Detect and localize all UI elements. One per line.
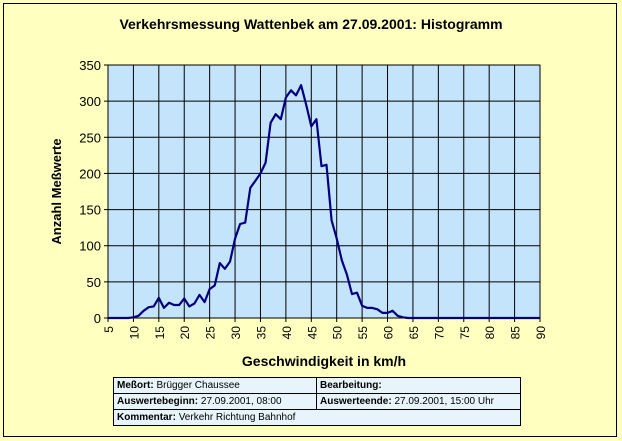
series-group <box>108 84 540 320</box>
plot-area <box>107 64 541 319</box>
bearbeitung-cell: Bearbeitung: <box>316 377 521 394</box>
y-tick-label: 100 <box>79 239 101 254</box>
x-tick-label: 25 <box>204 326 218 340</box>
x-tick-label: 70 <box>432 326 446 340</box>
y-tick-label: 50 <box>87 275 101 290</box>
series-line <box>108 84 540 320</box>
y-tick-label: 200 <box>79 166 101 181</box>
bearbeitung-label: Bearbeitung: <box>320 380 382 391</box>
x-tick-label: 45 <box>305 326 319 340</box>
ende-label: Auswerteende: <box>320 396 392 407</box>
info-row: Auswertebeginn: 27.09.2001, 08:00 Auswer… <box>113 393 521 410</box>
x-tick-label: 85 <box>509 326 523 340</box>
y-tick-label: 150 <box>79 203 101 218</box>
x-tick-label: 60 <box>382 326 396 340</box>
x-tick-label: 50 <box>331 326 345 340</box>
beginn-cell: Auswertebeginn: 27.09.2001, 08:00 <box>113 393 317 410</box>
x-tick-label: 10 <box>127 326 141 340</box>
x-tick-labels: 5 10 15 20 25 30 35 40 45 50 55 60 65 70 75 80 85 90 <box>102 326 548 340</box>
x-tick-label: 65 <box>407 326 421 340</box>
info-row: Meßort: Brügger Chaussee Bearbeitung: <box>113 377 521 394</box>
kommentar-value: Verkehr Richtung Bahnhof <box>178 412 296 423</box>
y-tick-label: 350 <box>79 58 101 73</box>
ende-cell: Auswerteende: 27.09.2001, 15:00 Uhr <box>316 393 521 410</box>
ende-value: 27.09.2001, 15:00 Uhr <box>394 396 494 407</box>
x-tick-label: 80 <box>483 326 497 340</box>
y-tick-label: 0 <box>94 311 101 326</box>
x-tick-label: 15 <box>153 326 167 340</box>
messort-label: Meßort: <box>117 380 154 391</box>
chart-title: Verkehrsmessung Wattenbek am 27.09.2001:… <box>119 16 503 32</box>
x-tick-label: 90 <box>534 326 548 340</box>
kommentar-cell: Kommentar: Verkehr Richtung Bahnhof <box>113 409 521 426</box>
x-tick-label: 55 <box>356 326 370 340</box>
x-tick-label: 35 <box>254 326 268 340</box>
x-axis-label: Geschwindigkeit in km/h <box>242 353 406 369</box>
beginn-value: 27.09.2001, 08:00 <box>200 396 282 407</box>
x-tick-label: 5 <box>102 326 116 333</box>
kommentar-label: Kommentar: <box>117 412 176 423</box>
messort-cell: Meßort: Brügger Chaussee <box>113 377 317 394</box>
info-table: Meßort: Brügger Chaussee Bearbeitung: Au… <box>113 377 521 426</box>
beginn-label: Auswertebeginn: <box>117 396 199 407</box>
x-tick-label: 40 <box>280 326 294 340</box>
y-tick-labels: 0 50 100 150 200 250 300 350 <box>79 58 101 326</box>
x-tick-label: 20 <box>178 326 192 340</box>
y-tick-label: 250 <box>79 130 101 145</box>
info-row: Kommentar: Verkehr Richtung Bahnhof <box>113 409 521 426</box>
x-tick-label: 75 <box>458 326 472 340</box>
chart-frame <box>3 3 617 437</box>
messort-value: Brügger Chaussee <box>156 380 240 391</box>
y-tick-label: 300 <box>79 94 101 109</box>
y-axis-label: Anzahl Meßwerte <box>49 138 64 244</box>
x-tick-label: 30 <box>229 326 243 340</box>
